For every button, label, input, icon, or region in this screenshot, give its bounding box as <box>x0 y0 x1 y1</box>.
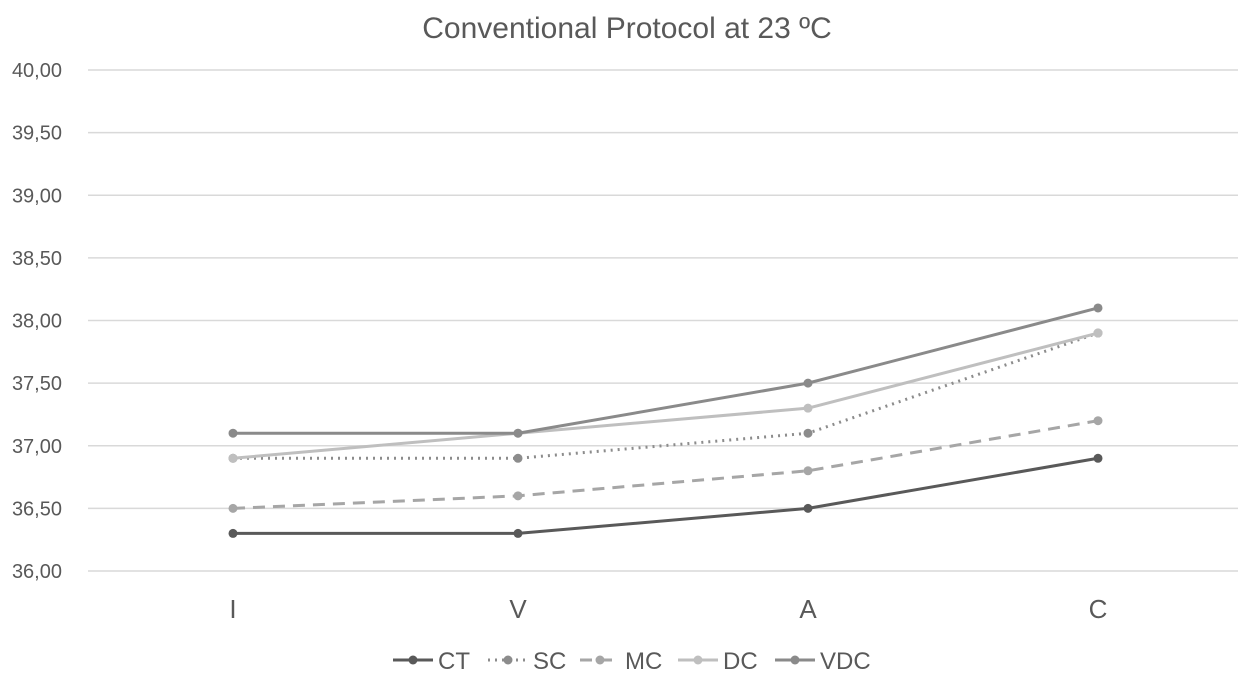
x-tick-label: I <box>229 594 236 624</box>
legend-item-dc: DC <box>678 648 758 673</box>
y-tick-label: 40,00 <box>12 60 62 82</box>
y-tick-label: 36,00 <box>12 561 62 583</box>
legend-marker <box>408 655 418 665</box>
gridlines <box>88 69 1238 572</box>
series-lines <box>228 303 1103 538</box>
data-point <box>803 403 813 413</box>
series-line <box>232 419 1099 510</box>
data-point <box>803 428 813 438</box>
legend-label: VDC <box>820 648 871 673</box>
series-vdc <box>228 303 1103 438</box>
legend-label: MC <box>625 648 662 673</box>
data-point <box>803 378 813 388</box>
series-line <box>233 456 1099 535</box>
y-tick-label: 38,00 <box>12 311 62 333</box>
series-line <box>233 331 1099 460</box>
y-tick-label: 37,00 <box>12 436 62 458</box>
data-point <box>1093 416 1103 426</box>
legend-item-mc: MC <box>580 648 662 673</box>
y-tick-label: 39,50 <box>12 123 62 145</box>
series-line <box>233 306 1099 435</box>
legend: CT SC MC DC VDC <box>393 648 871 673</box>
x-tick-label: V <box>509 594 527 624</box>
legend-marker <box>595 655 605 665</box>
data-point <box>1093 453 1103 463</box>
data-point <box>228 453 238 463</box>
data-point <box>803 503 813 513</box>
data-point <box>513 428 523 438</box>
legend-marker <box>693 655 703 665</box>
y-tick-label: 36,50 <box>12 498 62 520</box>
data-point <box>513 528 523 538</box>
data-point <box>513 453 523 463</box>
data-point <box>228 528 238 538</box>
data-point <box>1093 303 1103 313</box>
y-tick-label: 37,50 <box>12 373 62 395</box>
legend-item-sc: SC <box>488 648 566 673</box>
data-point <box>513 491 523 501</box>
series-mc <box>228 416 1103 513</box>
y-tick-label: 39,00 <box>12 185 62 207</box>
legend-label: DC <box>723 648 758 673</box>
y-tick-label: 38,50 <box>12 248 62 270</box>
chart-title: Conventional Protocol at 23 ºC <box>422 12 832 45</box>
legend-item-vdc: VDC <box>775 648 871 673</box>
data-point <box>1093 328 1103 338</box>
y-axis-ticks: 36,00 36,50 37,00 37,50 38,00 38,50 39,00 39,50… <box>12 60 62 583</box>
legend-label: CT <box>438 648 470 673</box>
data-point <box>803 466 813 476</box>
data-point <box>228 428 238 438</box>
legend-item-ct: CT <box>393 648 470 673</box>
legend-marker <box>790 655 800 665</box>
x-tick-label: C <box>1089 594 1108 624</box>
data-point <box>228 503 238 513</box>
legend-label: SC <box>533 648 566 673</box>
series-line <box>232 331 1099 460</box>
x-tick-label: A <box>799 594 817 624</box>
series-ct <box>228 453 1103 538</box>
legend-marker <box>503 655 513 665</box>
